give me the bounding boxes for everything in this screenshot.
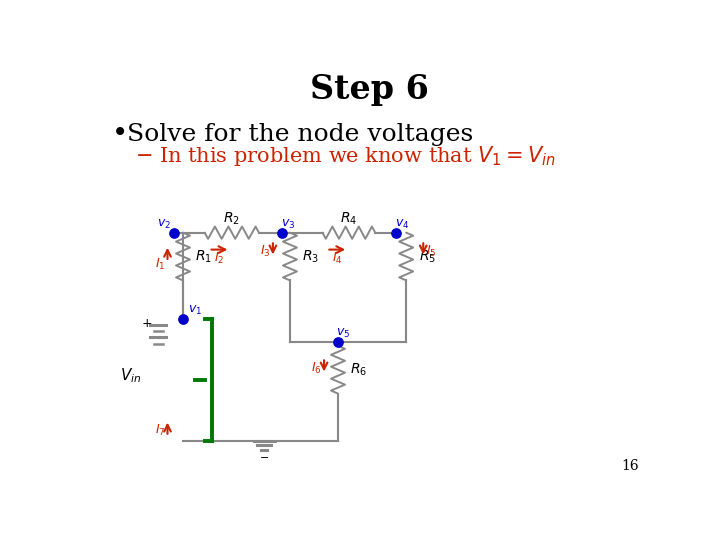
Text: $I_5$: $I_5$ <box>426 244 436 259</box>
Text: $R_3$: $R_3$ <box>302 248 320 265</box>
Point <box>332 338 343 346</box>
Text: $R_4$: $R_4$ <box>341 211 357 227</box>
Text: $R_1$: $R_1$ <box>195 248 212 265</box>
Text: $R_6$: $R_6$ <box>351 361 367 378</box>
Text: $I_6$: $I_6$ <box>311 361 322 376</box>
Text: 16: 16 <box>621 459 639 473</box>
Text: $v_1$: $v_1$ <box>188 304 202 317</box>
Point <box>177 315 189 323</box>
Text: $I_4$: $I_4$ <box>332 251 343 266</box>
Text: •: • <box>112 120 128 147</box>
Text: $R_5$: $R_5$ <box>418 248 436 265</box>
Text: $v_4$: $v_4$ <box>395 218 409 231</box>
Text: $I_7$: $I_7$ <box>155 423 165 438</box>
Text: $V_{in}$: $V_{in}$ <box>120 367 141 385</box>
Text: $R_2$: $R_2$ <box>223 211 240 227</box>
Point <box>390 228 402 237</box>
Text: $I_1$: $I_1$ <box>155 258 165 273</box>
Text: +: + <box>142 317 153 330</box>
Text: $-$ In this problem we know that $V_1 = V_{in}$: $-$ In this problem we know that $V_1 = … <box>135 144 556 167</box>
Text: Solve for the node voltages: Solve for the node voltages <box>127 123 474 146</box>
Point <box>168 228 179 237</box>
Text: $I_2$: $I_2$ <box>215 251 225 266</box>
Text: $v_2$: $v_2$ <box>158 218 171 231</box>
Text: $I_3$: $I_3$ <box>260 244 271 259</box>
Point <box>276 228 288 237</box>
Text: $v_3$: $v_3$ <box>281 218 295 231</box>
Text: Step 6: Step 6 <box>310 73 428 106</box>
Text: $v_5$: $v_5$ <box>336 327 351 340</box>
Text: $-$: $-$ <box>259 451 269 461</box>
